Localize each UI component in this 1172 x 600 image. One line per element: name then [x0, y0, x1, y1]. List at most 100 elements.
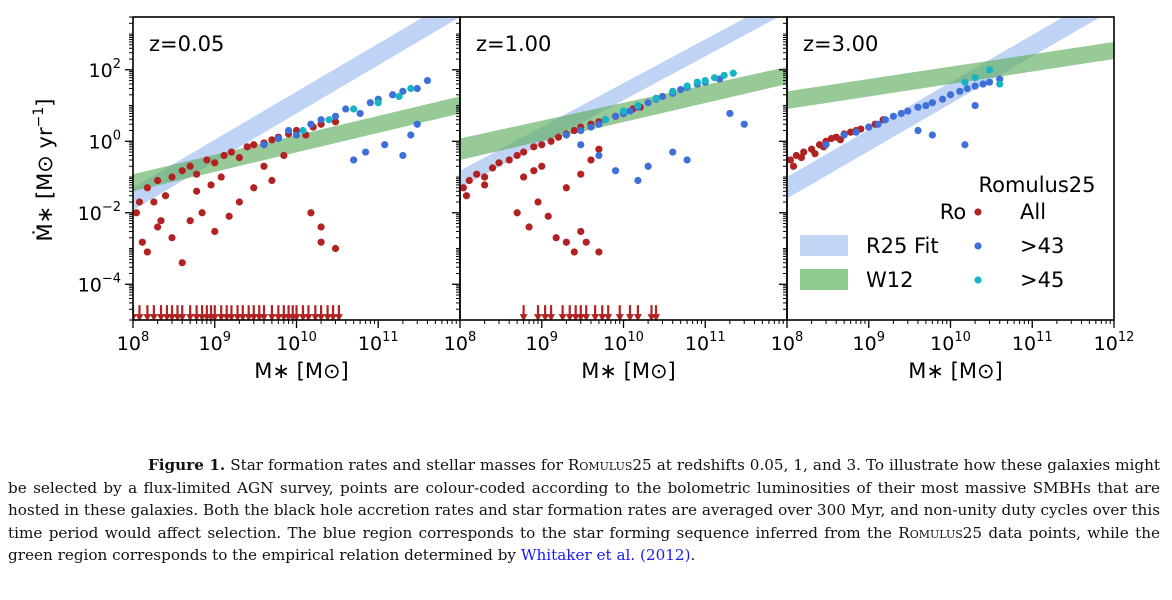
- plot-area: [787, 17, 1114, 199]
- data-point: [534, 198, 542, 206]
- series-All: [133, 118, 340, 267]
- w12-band: [133, 96, 460, 192]
- series-gt45: [601, 69, 737, 124]
- data-point: [677, 85, 685, 94]
- data-point: [198, 209, 206, 217]
- data-point: [395, 92, 403, 101]
- data-point: [407, 84, 415, 93]
- legend-marker: [974, 208, 982, 216]
- legend-marker: [974, 242, 982, 250]
- data-point: [577, 126, 585, 135]
- legend-band-label: R25 Fit: [866, 234, 939, 258]
- data-point: [889, 112, 897, 120]
- upper-limit-arrowhead: [582, 314, 591, 320]
- data-point: [143, 184, 151, 192]
- data-point: [996, 80, 1004, 88]
- legend-band-swatch: [800, 235, 848, 256]
- upper-limit-arrowhead: [558, 314, 567, 320]
- upper-limit-arrowhead: [534, 314, 543, 320]
- data-point: [562, 184, 570, 192]
- data-point: [274, 134, 282, 143]
- data-point: [317, 223, 325, 231]
- data-point: [577, 141, 585, 149]
- x-axis-ticks: 108 109 1010 1011 1012: [771, 320, 1134, 355]
- citation-link[interactable]: Whitaker et al. (2012): [520, 546, 691, 565]
- data-point: [595, 248, 603, 256]
- data-point: [178, 167, 186, 175]
- y-tick-label: 10−2: [78, 200, 121, 225]
- data-point: [979, 80, 987, 88]
- x-tick-label: 109: [853, 330, 885, 355]
- data-point: [562, 131, 570, 139]
- data-point: [193, 170, 201, 178]
- data-point: [577, 170, 585, 178]
- data-point: [225, 212, 233, 220]
- data-point: [520, 173, 528, 181]
- x-tick-label: 1010: [603, 330, 644, 355]
- data-point: [710, 74, 719, 82]
- data-point: [693, 78, 701, 86]
- data-point: [922, 101, 930, 110]
- legend-title: Romulus25: [978, 173, 1095, 197]
- data-point: [268, 136, 276, 144]
- upper-limit-arrowhead: [192, 314, 201, 320]
- panel-1: z=0.05 108 109 1010 1011 102 100 10−2 10−4 M∗ [M⊙…: [78, 16, 461, 383]
- data-point: [505, 156, 513, 164]
- data-point: [481, 181, 489, 189]
- data-point: [562, 238, 570, 246]
- upper-limit-arrowhead: [210, 314, 219, 320]
- data-point: [525, 223, 533, 231]
- legend-band-label: W12: [866, 268, 914, 292]
- upper-limit-arrowhead: [604, 314, 613, 320]
- data-point: [865, 123, 873, 131]
- data-point: [250, 141, 258, 149]
- data-point: [495, 159, 503, 167]
- caption-text-4: .: [690, 546, 696, 565]
- data-point: [207, 181, 215, 189]
- data-point: [726, 109, 734, 118]
- data-point: [530, 143, 538, 151]
- y-axis-label: Ṁ∗ [M⊙ yr−1]: [31, 99, 57, 242]
- upper-limit-arrowhead: [576, 314, 585, 320]
- data-point: [138, 238, 146, 246]
- x-axis-label: M∗ [M⊙]: [581, 359, 676, 383]
- data-point: [133, 209, 140, 217]
- data-point: [168, 173, 176, 181]
- data-point: [644, 99, 652, 107]
- y-axis-label-main: Ṁ∗ [M⊙ yr: [32, 127, 57, 241]
- data-point: [284, 126, 293, 135]
- x-tick-label: 108: [117, 330, 149, 355]
- data-point: [914, 103, 922, 111]
- data-point: [530, 167, 538, 175]
- data-point: [985, 66, 994, 74]
- data-point: [374, 99, 382, 107]
- data-point: [460, 184, 467, 192]
- data-point: [971, 101, 979, 110]
- upper-limit-arrows: [133, 305, 343, 320]
- upper-limit-arrowhead: [304, 314, 313, 320]
- x-axis-ticks: 108 109 1010 1011: [444, 320, 784, 355]
- x-tick-label: 1010: [930, 330, 971, 355]
- data-point: [217, 173, 225, 181]
- data-point: [465, 176, 473, 185]
- upper-limit-arrowhead: [625, 314, 634, 320]
- legend-label: All: [1020, 200, 1046, 224]
- data-point: [361, 148, 370, 156]
- data-point: [961, 78, 969, 86]
- legend-subtitle: Ro: [940, 200, 967, 224]
- data-point: [789, 162, 798, 170]
- data-point: [423, 76, 432, 85]
- data-point: [317, 238, 325, 246]
- data-point: [881, 116, 890, 124]
- data-point: [904, 107, 912, 115]
- caption-text-1: Star formation rates and stellar masses …: [225, 456, 568, 474]
- legend: Romulus25 Ro All >43 >45 R25 Fit W12: [800, 173, 1096, 292]
- x-tick-label: 108: [444, 330, 476, 355]
- upper-limit-arrowhead: [149, 314, 158, 320]
- y-tick-label: 100: [89, 128, 121, 153]
- y-axis-ticks: [452, 16, 460, 321]
- y-axis-label-exp: −1: [31, 107, 47, 128]
- upper-limit-arrowhead: [652, 314, 661, 320]
- data-point: [840, 131, 848, 139]
- x-tick-label: 108: [771, 330, 803, 355]
